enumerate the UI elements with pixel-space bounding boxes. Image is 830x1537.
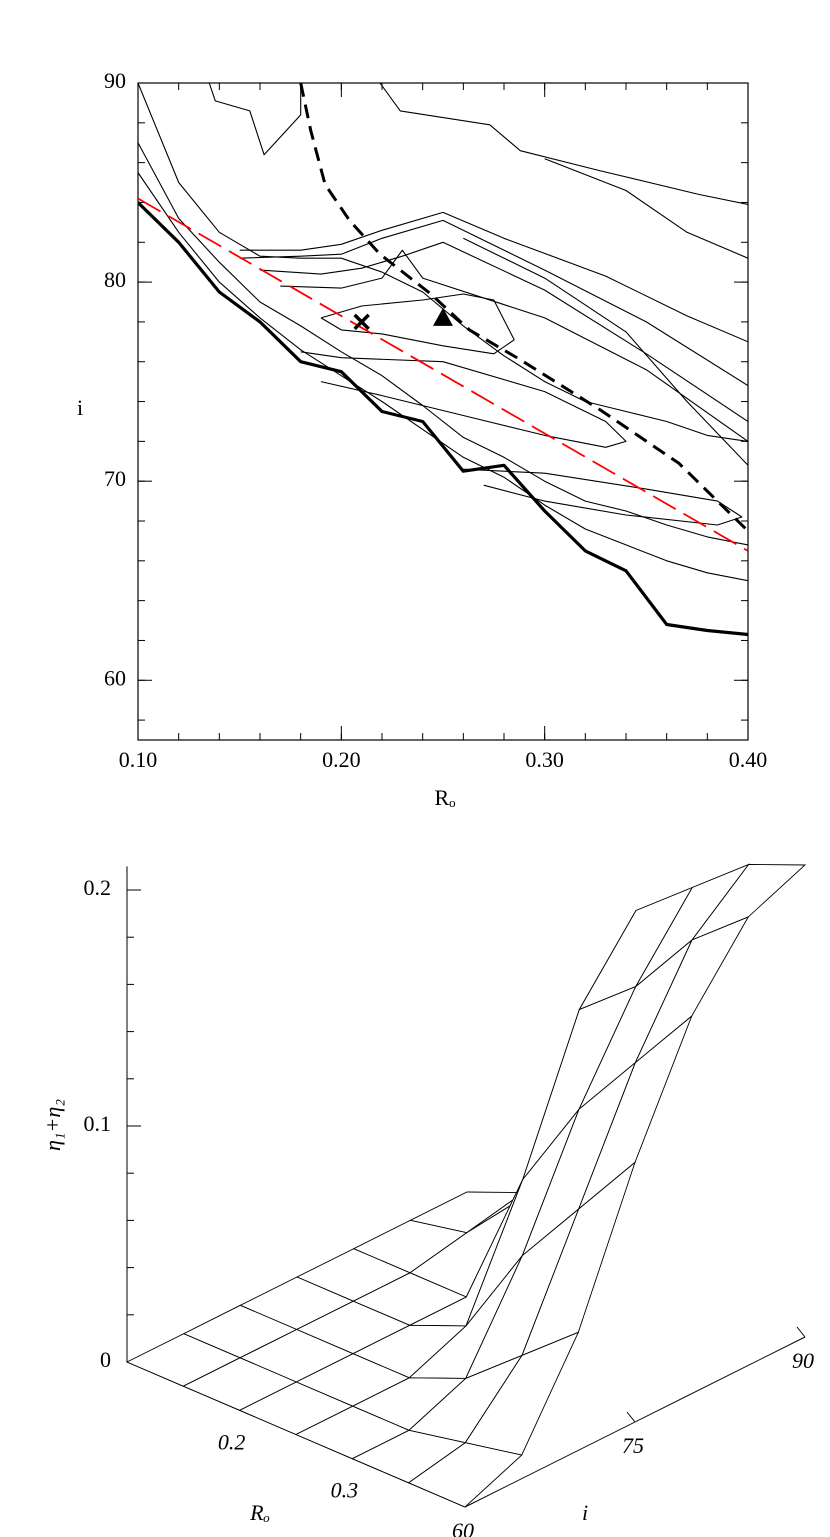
z-tick-label: 0 bbox=[100, 1347, 111, 1372]
contour-line bbox=[379, 83, 748, 205]
contour-line bbox=[259, 241, 748, 422]
surface-cell bbox=[407, 1442, 523, 1508]
z-tick-label: 0.1 bbox=[84, 1111, 112, 1136]
y-axis-label: i bbox=[77, 395, 83, 420]
x-axis-label: Rₒ bbox=[249, 1500, 270, 1525]
contour-line bbox=[463, 237, 748, 466]
contour-line bbox=[138, 83, 748, 442]
y-axis-label: i bbox=[582, 1500, 588, 1525]
y-tick bbox=[796, 1326, 806, 1338]
x-tick-label: 0.3 bbox=[331, 1478, 359, 1503]
y-tick-label: 90 bbox=[792, 1348, 814, 1373]
x-tick-label: 0.10 bbox=[119, 747, 158, 772]
contour-line bbox=[208, 83, 302, 156]
x-axis-label: Rₒ bbox=[434, 785, 455, 810]
contour-line bbox=[300, 351, 627, 448]
x-tick-label: 0.40 bbox=[729, 747, 768, 772]
y-tick-label: 75 bbox=[622, 1433, 644, 1458]
contour-line bbox=[463, 468, 743, 526]
y-tick bbox=[626, 1411, 636, 1423]
y-tick-label: 60 bbox=[104, 665, 126, 690]
z-tick-label: 0.2 bbox=[84, 875, 112, 900]
x-tick-label: 0.20 bbox=[322, 747, 361, 772]
x-tick-label: 0.2 bbox=[218, 1429, 246, 1454]
contour-line bbox=[239, 211, 748, 343]
plot-frame bbox=[137, 82, 749, 741]
x-tick-label: 0.30 bbox=[525, 747, 564, 772]
contour-line bbox=[138, 197, 748, 552]
contour-line bbox=[280, 249, 748, 442]
contour-line bbox=[299, 83, 748, 533]
contour-line bbox=[544, 158, 748, 259]
contour-line bbox=[320, 293, 515, 355]
y-tick-label: 80 bbox=[104, 267, 126, 292]
contour-line bbox=[138, 142, 748, 546]
contour-line bbox=[138, 201, 748, 637]
triangle-marker bbox=[433, 307, 453, 326]
cross-marker bbox=[353, 313, 370, 331]
contour-line bbox=[138, 172, 748, 582]
y-tick-label: 90 bbox=[104, 68, 126, 93]
contour-line bbox=[239, 219, 748, 387]
y-tick-label: 60 bbox=[452, 1518, 474, 1537]
y-tick-label: 70 bbox=[104, 466, 126, 491]
z-axis-label: η₁+η₂ bbox=[40, 1099, 65, 1151]
